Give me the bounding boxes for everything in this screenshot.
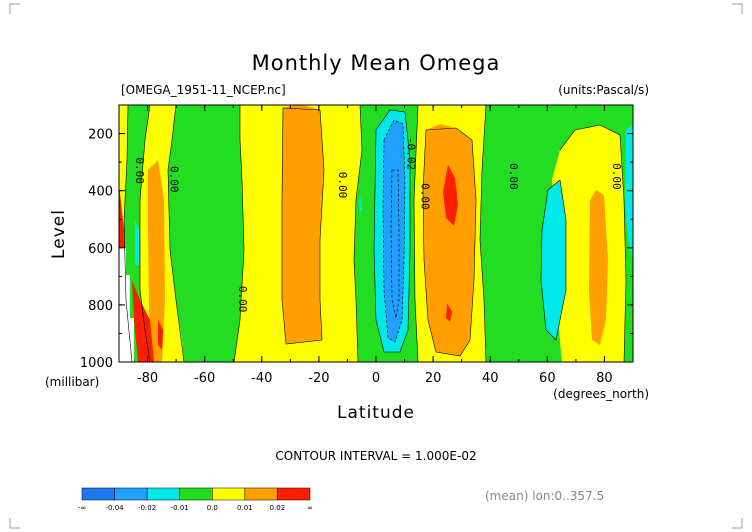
colorbar-tick-label: -0.04	[106, 504, 125, 512]
band-red-southpole-low	[132, 280, 154, 362]
corner-marks	[9, 3, 743, 529]
colorbar-bin	[244, 487, 278, 501]
contour-label: -0.02	[404, 137, 417, 170]
x-tick-label: 80	[596, 371, 613, 386]
band-red-tropics	[443, 165, 458, 226]
band-orange-south	[148, 160, 165, 362]
contour-label: 0.00	[419, 183, 432, 210]
y-unit-label: (millibar)	[45, 375, 99, 389]
y-tick-label: 1000	[80, 356, 113, 371]
contour-label: 0.00	[610, 163, 623, 190]
x-tick-label: -40	[251, 371, 272, 386]
x-unit-label: (degrees_north)	[553, 387, 649, 401]
band-cyan-north	[541, 180, 566, 340]
colorbar-tick-label: -0.01	[171, 504, 189, 512]
band-cyan-sliver	[359, 198, 362, 212]
band-red-tropics-low	[446, 303, 452, 322]
contour-label: 0.00	[507, 163, 520, 190]
x-tick-label: 40	[482, 371, 499, 386]
band-red-south-spike	[158, 320, 163, 350]
colorbar-bin	[277, 487, 311, 501]
y-tick-label: 800	[88, 299, 113, 314]
colorbar-tick-label: -∞	[78, 504, 86, 512]
contour-labels: 0.00 0.000.000.00-0.020.000.00 0.00	[133, 137, 623, 312]
colorbar-tick-label: 0.0	[207, 504, 218, 512]
band-orange-southmid	[282, 105, 324, 344]
y-tick-label: 400	[88, 185, 113, 200]
colorbar-bin	[146, 487, 180, 501]
colorbar-bin	[114, 487, 148, 501]
y-axis-ticks: 200 400 600 800 1000	[80, 104, 633, 371]
x-tick-label: 0	[372, 371, 380, 386]
file-label: [OMEGA_1951-11_NCEP.nc]	[121, 83, 286, 97]
colorbar-tick-label: 0.02	[270, 504, 286, 512]
units-label: (units:Pascal/s)	[558, 83, 649, 97]
contour-field	[119, 105, 633, 362]
contour-interval: CONTOUR INTERVAL = 1.000E-02	[275, 449, 476, 463]
y-tick-label: 600	[88, 242, 113, 257]
x-tick-label: 60	[539, 371, 556, 386]
y-tick-label: 200	[88, 128, 113, 143]
band-cyan-northpole	[625, 125, 633, 260]
colorbar: -∞ -0.04 -0.02 -0.01 0.0 0.01 0.02 ∞	[78, 487, 313, 512]
colorbar-bin	[81, 487, 115, 501]
band-cyan-southpole	[135, 220, 139, 265]
band-orange-tropics	[423, 124, 476, 356]
contour-label: 0.00	[133, 157, 146, 184]
band-orange-north	[589, 190, 608, 345]
x-axis-label: Latitude	[337, 403, 415, 423]
mean-info: (mean) lon:0..357.5	[485, 489, 604, 503]
contour-label: 0.00	[167, 166, 180, 193]
contour-label: 0.00	[336, 172, 349, 199]
contour-label: 0.00	[236, 286, 249, 313]
colorbar-tick-label: ∞	[307, 504, 313, 512]
contour-lines	[123, 105, 627, 362]
chart-title: Monthly Mean Omega	[252, 51, 501, 75]
band-blue-equator	[383, 120, 405, 342]
colorbar-tick-label: -0.02	[138, 504, 156, 512]
colorbar-tick-label: 0.01	[237, 504, 253, 512]
x-tick-label: -80	[137, 371, 158, 386]
x-tick-label: 20	[425, 371, 442, 386]
band-yellow-north	[552, 125, 626, 362]
x-tick-label: -20	[308, 371, 329, 386]
x-tick-label: -60	[194, 371, 215, 386]
colorbar-bin	[179, 487, 213, 501]
y-axis-label: Level	[49, 209, 69, 259]
colorbar-bin	[212, 487, 246, 501]
